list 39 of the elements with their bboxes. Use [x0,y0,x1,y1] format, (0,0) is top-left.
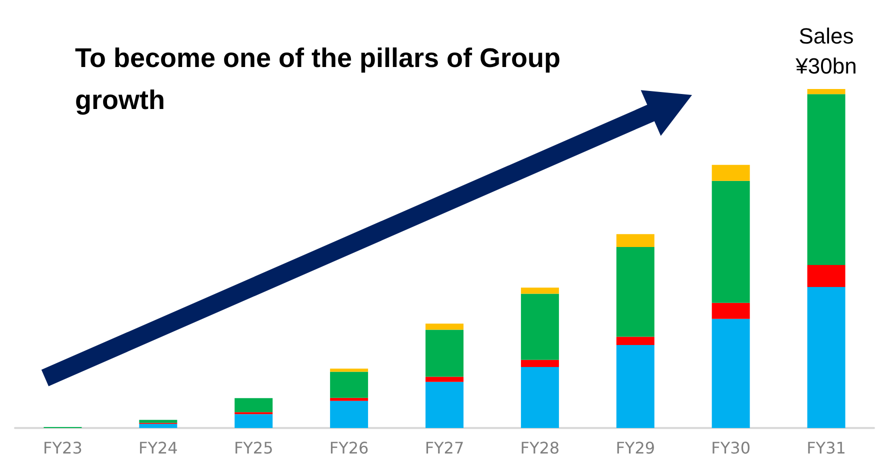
bar [807,89,846,94]
x-tick-label: FY25 [234,438,274,458]
x-tick-label: FY30 [711,438,751,458]
bar [330,368,368,372]
x-tick-label: FY31 [806,438,846,458]
x-tick-label: FY27 [424,438,464,458]
bar [426,330,464,377]
annotation: Sales ¥30bn [794,24,857,78]
chart-title: To become one of the pillars of Group growth [75,43,568,115]
bar [330,400,368,428]
bar [807,286,846,428]
bar [616,336,654,345]
bar [234,414,273,428]
bar [712,302,750,319]
x-tick-label: FY28 [520,438,560,458]
bar [712,318,750,428]
bar [807,264,846,287]
x-tick-label: FY23 [43,438,82,458]
bar [330,372,368,398]
bar [807,94,846,265]
bar [426,382,464,428]
x-tick-label: FY29 [616,438,656,458]
bar [520,294,559,360]
bar [330,398,368,401]
x-tick-label: FY26 [329,438,369,458]
bar [616,234,654,247]
bar [712,164,750,181]
bar [520,360,559,367]
bar [616,344,654,428]
bar [616,246,654,337]
bar [520,366,559,428]
bar [139,424,178,428]
bar [139,420,178,423]
bar [234,398,273,412]
bar [426,376,464,382]
bar [712,180,750,303]
bar [520,288,559,294]
bar [426,324,464,330]
x-tick-label: FY24 [138,438,178,458]
